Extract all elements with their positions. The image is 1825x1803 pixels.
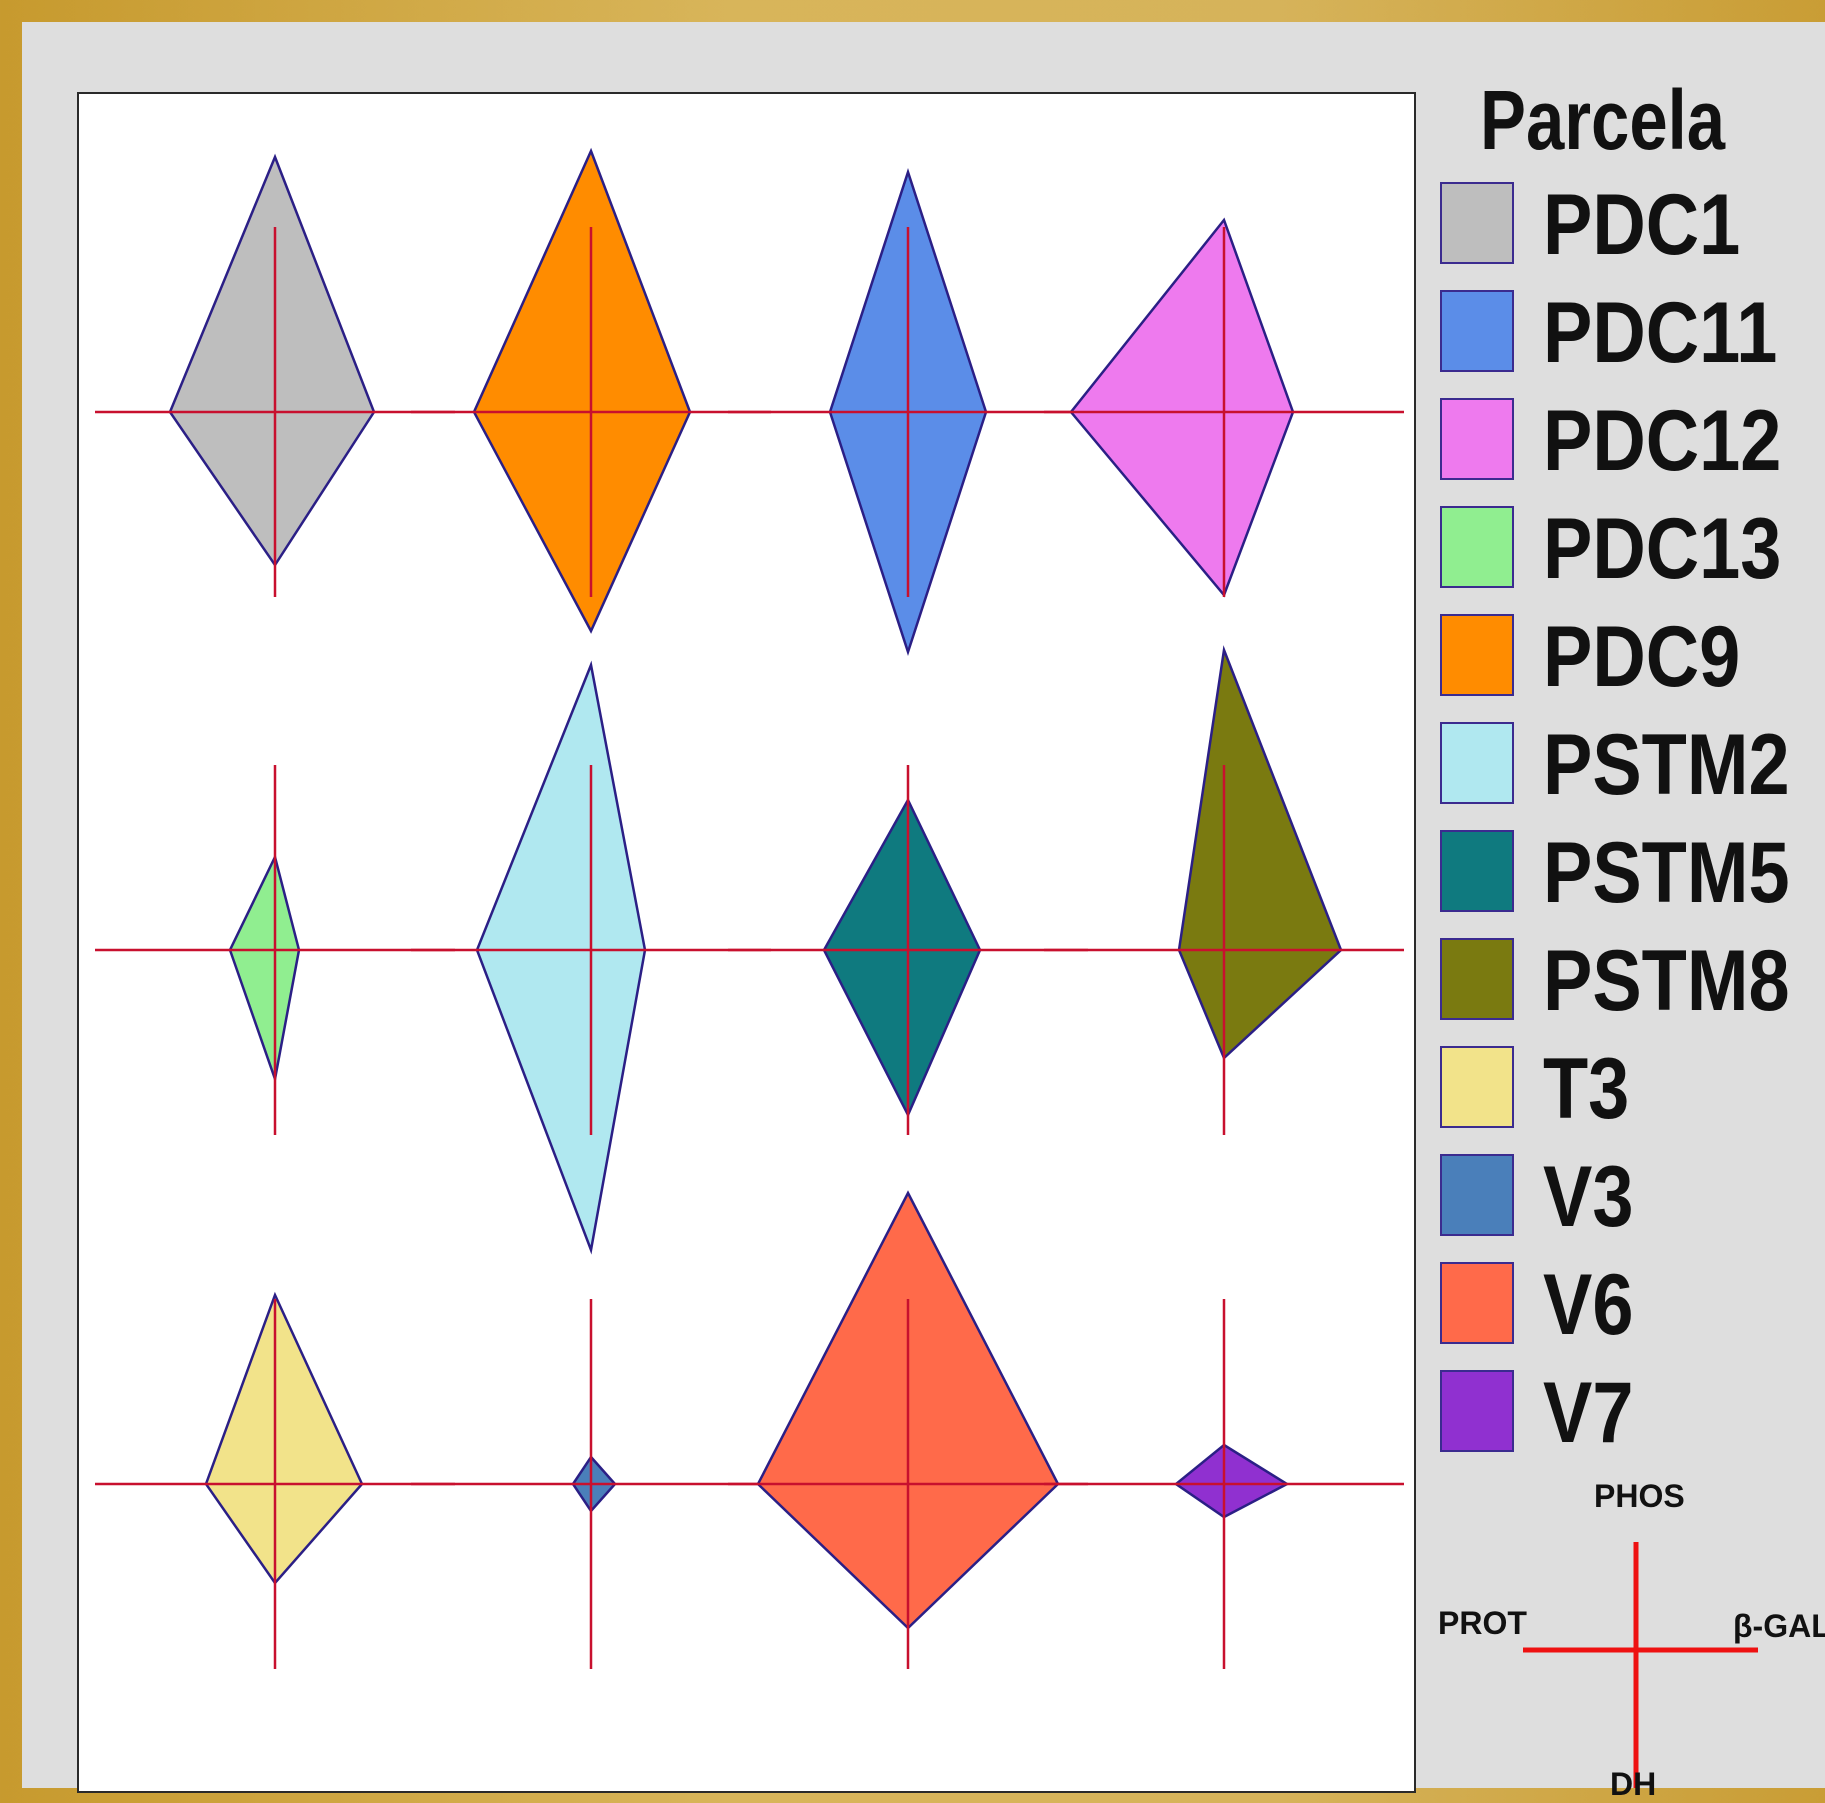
legend-label: PDC12	[1543, 393, 1782, 489]
key-label-bottom: DH	[1610, 1766, 1657, 1802]
star-polygon-pdc12	[1069, 217, 1295, 598]
legend-swatch	[1440, 398, 1514, 480]
legend-label: PDC1	[1543, 177, 1741, 273]
legend-swatch	[1440, 938, 1514, 1020]
star-pstm2	[411, 660, 771, 1255]
key-label-right: β-GAL	[1733, 1608, 1825, 1644]
star-pdc11	[728, 167, 1088, 657]
legend-label: PSTM5	[1543, 825, 1790, 921]
legend-swatch	[1440, 1154, 1514, 1236]
legend-swatch	[1440, 290, 1514, 372]
star-v3	[411, 1299, 771, 1669]
legend-label: V3	[1543, 1149, 1634, 1245]
star-polygon-t3	[204, 1291, 364, 1586]
legend-item-pdc12: PDC12	[1440, 393, 1825, 489]
star-v6	[728, 1190, 1088, 1669]
legend-swatch	[1440, 830, 1514, 912]
key-label-top: PHOS	[1594, 1478, 1685, 1514]
legend-label: PSTM2	[1543, 717, 1790, 813]
star-polygon-pdc13	[228, 853, 301, 1084]
legend-item-t3: T3	[1440, 1041, 1825, 1137]
legend-title: Parcela	[1480, 73, 1726, 167]
legend-label: PDC13	[1543, 501, 1782, 597]
legend-label: V6	[1543, 1257, 1634, 1353]
star-plot	[95, 147, 1404, 1669]
star-pdc13	[95, 765, 455, 1135]
legend-swatch	[1440, 614, 1514, 696]
legend-item-v3: V3	[1440, 1149, 1825, 1245]
figure-frame	[22, 22, 1825, 1793]
star-pstm5	[728, 765, 1088, 1135]
legend-swatch	[1440, 1262, 1514, 1344]
star-polygon-pstm8	[1177, 645, 1343, 1061]
legend-item-pstm5: PSTM5	[1440, 825, 1825, 921]
legend-swatch	[1440, 1370, 1514, 1452]
legend-item-v7: V7	[1440, 1365, 1825, 1461]
legend-label: PDC9	[1543, 609, 1741, 705]
legend-swatch	[1440, 722, 1514, 804]
star-pdc9	[411, 147, 771, 634]
legend-item-pdc9: PDC9	[1440, 609, 1825, 705]
legend-item-pdc11: PDC11	[1440, 285, 1825, 381]
legend-label: V7	[1543, 1365, 1634, 1461]
star-pdc12	[1044, 217, 1404, 598]
variable-key: PHOS β-GAL DH PROT	[1420, 1470, 1825, 1802]
legend-swatch	[1440, 506, 1514, 588]
legend-label: T3	[1543, 1041, 1630, 1137]
legend-swatch	[1440, 182, 1514, 264]
star-pstm8	[1044, 645, 1404, 1135]
star-polygon-pstm2	[475, 660, 647, 1255]
star-polygon-pdc1	[168, 153, 376, 568]
star-v7	[1044, 1299, 1404, 1669]
key-label-left: PROT	[1438, 1605, 1527, 1641]
star-polygon-pdc9	[472, 147, 692, 634]
legend-item-v6: V6	[1440, 1257, 1825, 1353]
star-polygon-pstm5	[822, 797, 982, 1118]
star-pdc1	[95, 153, 455, 597]
legend-item-pdc13: PDC13	[1440, 501, 1825, 597]
legend-label: PSTM8	[1543, 933, 1790, 1029]
star-t3	[95, 1291, 455, 1669]
star-polygon-v7	[1173, 1443, 1290, 1519]
legend-label: PDC11	[1543, 285, 1778, 381]
plot-area	[77, 92, 1416, 1793]
legend-item-pstm8: PSTM8	[1440, 933, 1825, 1029]
legend-item-pdc1: PDC1	[1440, 177, 1825, 273]
legend-item-pstm2: PSTM2	[1440, 717, 1825, 813]
key-cross	[1523, 1542, 1758, 1788]
legend-swatch	[1440, 1046, 1514, 1128]
